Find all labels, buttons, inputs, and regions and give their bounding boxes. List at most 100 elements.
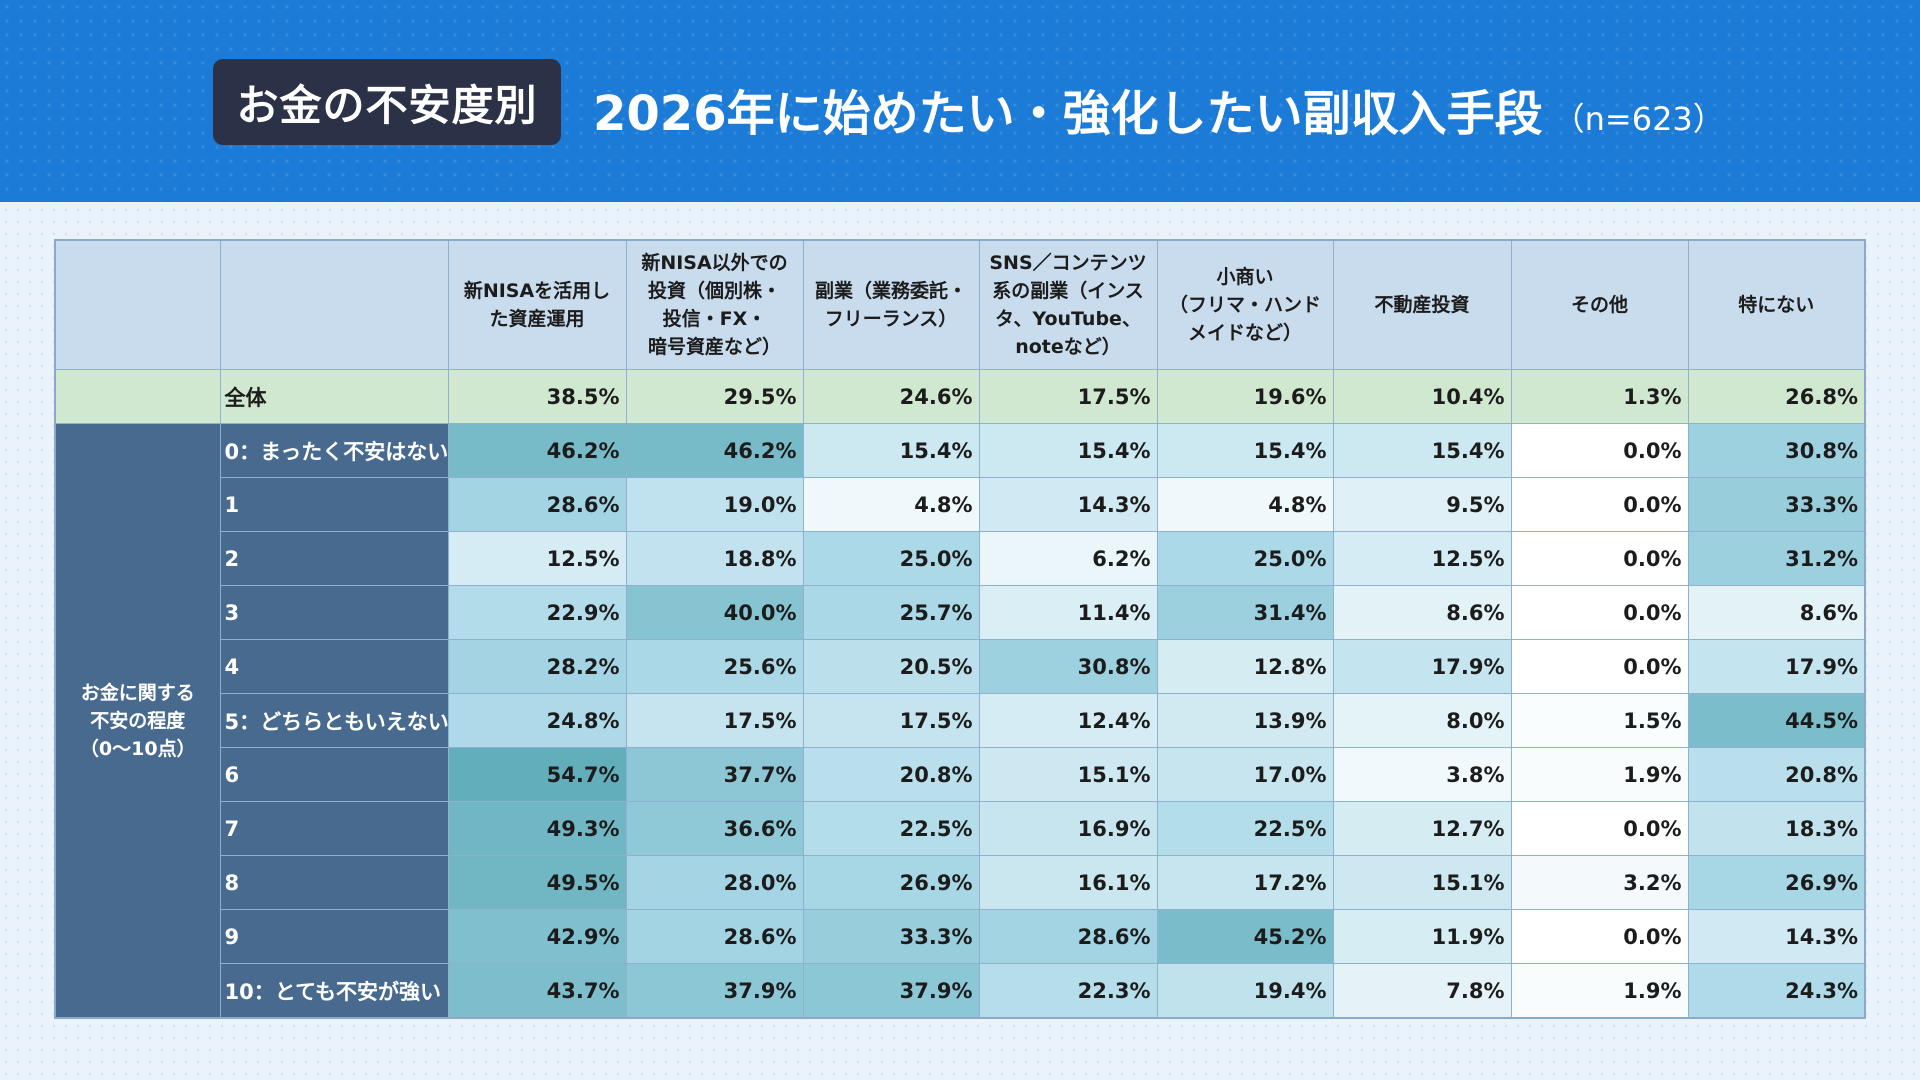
row-label: 5：どちらともいえない	[219, 693, 449, 748]
heat-cell: 15.4%	[978, 423, 1158, 478]
heat-cell: 19.0%	[625, 477, 804, 532]
heat-cell: 17.9%	[1687, 639, 1866, 694]
table-row: 2 12.5% 18.8% 25.0% 6.2% 25.0% 12.5% 0.0% 31.2%	[55, 531, 1866, 586]
column-header: 新NISAを活用し た資産運用	[447, 239, 627, 370]
row-label: 6	[219, 747, 449, 802]
column-header: 副業（業務委託・ フリーランス）	[802, 239, 980, 370]
heat-cell: 11.9%	[1332, 909, 1512, 964]
total-cell: 1.3%	[1510, 369, 1689, 424]
heat-cell: 20.8%	[802, 747, 980, 802]
heat-cell: 3.8%	[1332, 747, 1512, 802]
row-label: 4	[219, 639, 449, 694]
heat-cell: 12.4%	[978, 693, 1158, 748]
column-header: その他	[1510, 239, 1689, 370]
heat-cell: 12.8%	[1156, 639, 1334, 694]
heat-cell: 15.4%	[1156, 423, 1334, 478]
heat-cell: 33.3%	[802, 909, 980, 964]
column-header: 不動産投資	[1332, 239, 1512, 370]
table-row: 7 49.3% 36.6% 22.5% 16.9% 22.5% 12.7% 0.0% 18.3%	[55, 801, 1866, 856]
column-header: 小商い （フリマ・ハンド メイドなど）	[1156, 239, 1334, 370]
heat-cell: 25.6%	[625, 639, 804, 694]
heat-cell: 22.5%	[1156, 801, 1334, 856]
total-cell: 19.6%	[1156, 369, 1334, 424]
column-header: 新NISA以外での 投資（個別株・ 投信・FX・ 暗号資産など）	[625, 239, 804, 370]
heat-cell: 4.8%	[1156, 477, 1334, 532]
heat-cell: 8.6%	[1687, 585, 1866, 640]
heat-cell: 14.3%	[978, 477, 1158, 532]
heat-cell: 37.7%	[625, 747, 804, 802]
heat-cell: 19.4%	[1156, 963, 1334, 1019]
heat-cell: 36.6%	[625, 801, 804, 856]
heat-cell: 24.8%	[447, 693, 627, 748]
heat-cell: 8.0%	[1332, 693, 1512, 748]
heat-cell: 22.9%	[447, 585, 627, 640]
table-row: 8 49.5% 28.0% 26.9% 16.1% 17.2% 15.1% 3.2% 26.9%	[55, 855, 1866, 910]
heat-cell: 14.3%	[1687, 909, 1866, 964]
row-label: 1	[219, 477, 449, 532]
total-cell: 38.5%	[447, 369, 627, 424]
row-label: 2	[219, 531, 449, 586]
row-label: 7	[219, 801, 449, 856]
heat-cell: 15.1%	[978, 747, 1158, 802]
heat-cell: 20.5%	[802, 639, 980, 694]
title-text: 2026年に始めたい・強化したい副収入手段	[593, 86, 1543, 142]
heat-cell: 26.9%	[1687, 855, 1866, 910]
header-banner: お金の不安度別 2026年に始めたい・強化したい副収入手段 （n=623）	[0, 0, 1920, 202]
heat-cell: 28.6%	[625, 909, 804, 964]
table-row: お金に関する 不安の程度 （0〜10点） 0：まったく不安はない 46.2% 46.2…	[54, 423, 1866, 1019]
heat-cell: 12.5%	[1332, 531, 1512, 586]
heat-cell: 1.9%	[1510, 963, 1689, 1019]
heat-cell: 44.5%	[1687, 693, 1866, 748]
heat-cell: 16.9%	[978, 801, 1158, 856]
heat-cell: 33.3%	[1687, 477, 1866, 532]
column-header-row: 新NISAを活用し た資産運用 新NISA以外での 投資（個別株・ 投信・FX・ …	[54, 239, 1866, 370]
heat-cell: 13.9%	[1156, 693, 1334, 748]
heat-cell: 28.0%	[625, 855, 804, 910]
corner-cell	[54, 239, 221, 370]
heat-cell: 17.5%	[802, 693, 980, 748]
blank-cell	[54, 369, 221, 424]
heat-cell: 24.3%	[1687, 963, 1866, 1019]
heat-cell: 15.4%	[1332, 423, 1512, 478]
category-badge: お金の不安度別	[213, 59, 561, 145]
heat-cell: 30.8%	[1687, 423, 1866, 478]
total-cell: 29.5%	[625, 369, 804, 424]
heat-cell: 28.6%	[978, 909, 1158, 964]
heat-cell: 37.9%	[625, 963, 804, 1019]
table-row: 3 22.9% 40.0% 25.7% 11.4% 31.4% 8.6% 0.0% 8.6%	[55, 585, 1866, 640]
table-row: 4 28.2% 25.6% 20.5% 30.8% 12.8% 17.9% 0.0% 17.9%	[55, 639, 1866, 694]
corner-cell	[219, 239, 449, 370]
row-label: 3	[219, 585, 449, 640]
heat-cell: 7.8%	[1332, 963, 1512, 1019]
heat-cell: 43.7%	[447, 963, 627, 1019]
heat-cell: 42.9%	[447, 909, 627, 964]
table-row: 9 42.9% 28.6% 33.3% 28.6% 45.2% 11.9% 0.0% 14.3%	[55, 909, 1866, 964]
heat-cell: 49.3%	[447, 801, 627, 856]
heat-cell: 25.0%	[802, 531, 980, 586]
heat-cell: 25.0%	[1156, 531, 1334, 586]
table-row: 5：どちらともいえない 24.8% 17.5% 17.5% 12.4% 13.9% 8.0%…	[55, 693, 1866, 748]
row-label: 8	[219, 855, 449, 910]
heat-cell: 6.2%	[978, 531, 1158, 586]
heat-cell: 11.4%	[978, 585, 1158, 640]
heat-cell: 0.0%	[1510, 585, 1689, 640]
heat-cell: 12.7%	[1332, 801, 1512, 856]
heat-cell: 17.0%	[1156, 747, 1334, 802]
heat-cell: 15.1%	[1332, 855, 1512, 910]
row-label: 9	[219, 909, 449, 964]
heat-cell: 0.0%	[1510, 477, 1689, 532]
heat-cell: 46.2%	[625, 423, 804, 478]
heat-cell: 22.3%	[978, 963, 1158, 1019]
sample-size: （n=623）	[1552, 100, 1725, 138]
heat-cell: 31.4%	[1156, 585, 1334, 640]
heat-cell: 45.2%	[1156, 909, 1334, 964]
column-header: SNS／コンテンツ 系の副業（インス タ、YouTube、 noteなど）	[978, 239, 1158, 370]
heat-cell: 17.2%	[1156, 855, 1334, 910]
total-cell: 10.4%	[1332, 369, 1512, 424]
table-row: 1 28.6% 19.0% 4.8% 14.3% 4.8% 9.5% 0.0% 33.3%	[55, 477, 1866, 532]
total-cell: 24.6%	[802, 369, 980, 424]
heat-cell: 37.9%	[802, 963, 980, 1019]
heat-cell: 49.5%	[447, 855, 627, 910]
heat-cell: 46.2%	[447, 423, 627, 478]
heat-cell: 15.4%	[802, 423, 980, 478]
